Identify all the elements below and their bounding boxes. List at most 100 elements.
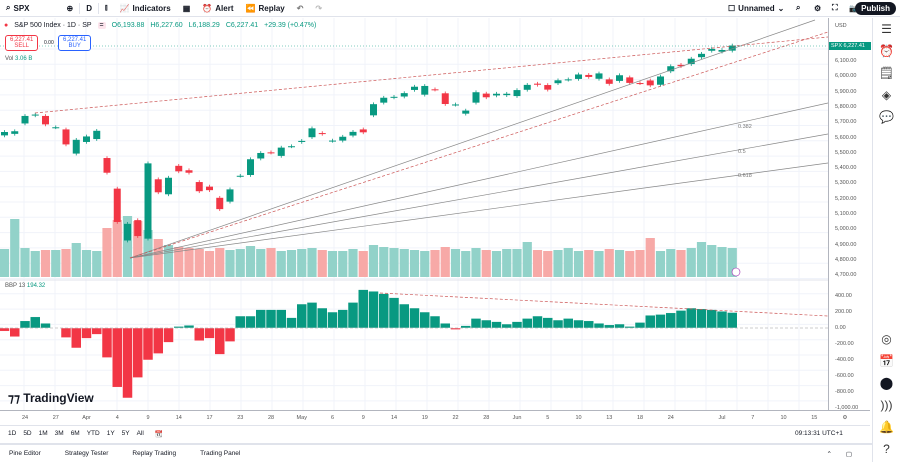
volume-bar (368, 245, 379, 277)
lightning-icon (731, 267, 741, 277)
symbol-label: SPX (13, 3, 30, 13)
time-tick: 9 (361, 415, 365, 421)
range-1d[interactable]: 1D (8, 430, 17, 437)
apps-icon[interactable]: ⬤ (879, 376, 894, 390)
replay-button[interactable]: ⏪ Replay (240, 4, 291, 13)
fib-label: 0.382 (738, 124, 752, 130)
volume-bar (420, 251, 430, 277)
tab-strategy-tester[interactable]: Strategy Tester (64, 450, 109, 457)
bbp-bar (224, 327, 236, 342)
volume-bar (143, 230, 153, 277)
visibility-toggle[interactable]: = (97, 22, 106, 29)
layout-button[interactable]: ☐ Unnamed ⌄ (722, 4, 790, 13)
time-tick: Jun (512, 415, 522, 421)
layers-icon[interactable]: ◈ (881, 88, 892, 102)
bbp-bar (593, 322, 605, 329)
chat-icon[interactable]: 💬 (879, 110, 894, 124)
tab-trading-panel[interactable]: Trading Panel (200, 450, 241, 457)
time-tick: 7 (751, 415, 755, 421)
time-tick: 28 (483, 415, 490, 421)
bbp-bar (378, 293, 389, 329)
volume-bar (655, 251, 666, 277)
watchlist-icon[interactable]: ☰ (881, 22, 892, 36)
volume-bar (256, 249, 266, 277)
replay-label: Replay (258, 3, 285, 13)
interval-button[interactable]: D (86, 3, 92, 13)
time-tick: 13 (606, 415, 613, 421)
target-icon[interactable]: ◎ (881, 332, 892, 346)
time-tick: 28 (267, 415, 275, 421)
candle-body (42, 115, 49, 125)
bbp-bar (81, 327, 92, 339)
bbp-bar (296, 303, 307, 329)
range-all[interactable]: All (136, 430, 144, 437)
maximize-icon[interactable]: ▢ (845, 450, 852, 458)
volume-bar (327, 251, 338, 277)
templates-button[interactable]: ▦ (177, 4, 197, 13)
news-icon[interactable]: 🗒 (878, 66, 895, 80)
time-tick: 27 (52, 415, 59, 421)
sell-price: 6,227.41 (10, 37, 34, 43)
fullscreen-button[interactable]: ⛶ (826, 3, 844, 13)
candle-body (298, 140, 306, 142)
calendar-icon[interactable]: 📅 (879, 354, 894, 368)
volume-bar (481, 250, 491, 277)
bbp-bar (204, 327, 215, 339)
range-1y[interactable]: 1Y (106, 430, 115, 437)
range-5y[interactable]: 5Y (121, 430, 130, 437)
buy-button[interactable]: 6,227.41 BUY (58, 35, 92, 51)
candle-body (144, 163, 152, 239)
quick-search-button[interactable]: ⌕ (796, 3, 801, 12)
price-axis[interactable]: USD SPX 6,227.41 6,100.00 6,000.00 5,900.0… (828, 18, 871, 411)
clock[interactable]: 09:13:31 UTC+1 (795, 430, 843, 437)
tab-replay-trading[interactable]: Replay Trading (132, 450, 177, 457)
candle-body (482, 93, 490, 98)
snapshot-button[interactable]: 📷 (843, 4, 865, 13)
bbp-bar (286, 317, 297, 329)
collapse-icon[interactable]: ⌃ (826, 450, 832, 458)
volume-bar (614, 250, 625, 277)
bbp-bar (255, 309, 266, 329)
bbp-tick: -1,000.00 (835, 405, 859, 411)
volume-bar (338, 251, 348, 277)
volume-bar (71, 243, 81, 277)
axis-settings-icon[interactable]: ⚙ (842, 415, 848, 421)
goto-date-icon[interactable]: 📆 (154, 430, 163, 438)
bbp-bar (60, 327, 72, 338)
candle-body (154, 179, 162, 193)
chart-type-button[interactable]: ⫾ (99, 3, 114, 13)
bbp-bar (686, 307, 697, 329)
range-ytd[interactable]: YTD (86, 430, 100, 437)
chart-canvas[interactable]: 0.382 0.5 0.618 (0, 18, 828, 410)
help-icon[interactable]: ? (883, 442, 890, 456)
range-3m[interactable]: 3M (54, 430, 64, 437)
volume-bar (553, 250, 563, 277)
stream-icon[interactable]: ))) (880, 398, 893, 412)
symbol-search[interactable]: ⌕ SPX (0, 3, 36, 13)
undo-button[interactable]: ↶ (296, 3, 304, 13)
tab-pine-editor[interactable]: Pine Editor (9, 450, 41, 457)
range-5d[interactable]: 5D (23, 430, 32, 437)
bbp-bar (563, 318, 574, 329)
volume-bar (666, 249, 676, 277)
settings-button[interactable]: ⚙ (808, 4, 827, 13)
bell-icon[interactable]: 🔔 (879, 420, 894, 434)
divider (97, 2, 99, 14)
alarm-clock-icon[interactable]: ⏰ (879, 44, 894, 58)
candle-body (544, 85, 552, 90)
currency-selector[interactable]: USD (835, 23, 847, 29)
range-1m[interactable]: 1M (38, 430, 48, 437)
indicators-button[interactable]: 📈 Indicators (114, 4, 177, 13)
legend-title[interactable]: S&P 500 Index · 1D · SP (14, 22, 92, 29)
volume-bar (625, 251, 635, 277)
range-6m[interactable]: 6M (70, 430, 80, 437)
publish-button[interactable]: Publish (855, 2, 896, 15)
tradingview-logo[interactable]: ⁊⁊ TradingView (8, 391, 94, 405)
compare-button[interactable]: ⊕ (61, 4, 80, 13)
fib-label: 0.5 (738, 149, 746, 155)
bbp-bar (337, 309, 348, 329)
redo-button[interactable]: ↷ (315, 3, 323, 13)
alert-button[interactable]: ⏰ Alert (196, 4, 239, 13)
time-axis[interactable]: ⚙ 24 27 Apr 4 9 14 17 23 28 May 6 9 14 19 22 28 Jun 5 10 13… (0, 410, 870, 425)
sell-button[interactable]: 6,227.41 SELL (5, 35, 39, 51)
